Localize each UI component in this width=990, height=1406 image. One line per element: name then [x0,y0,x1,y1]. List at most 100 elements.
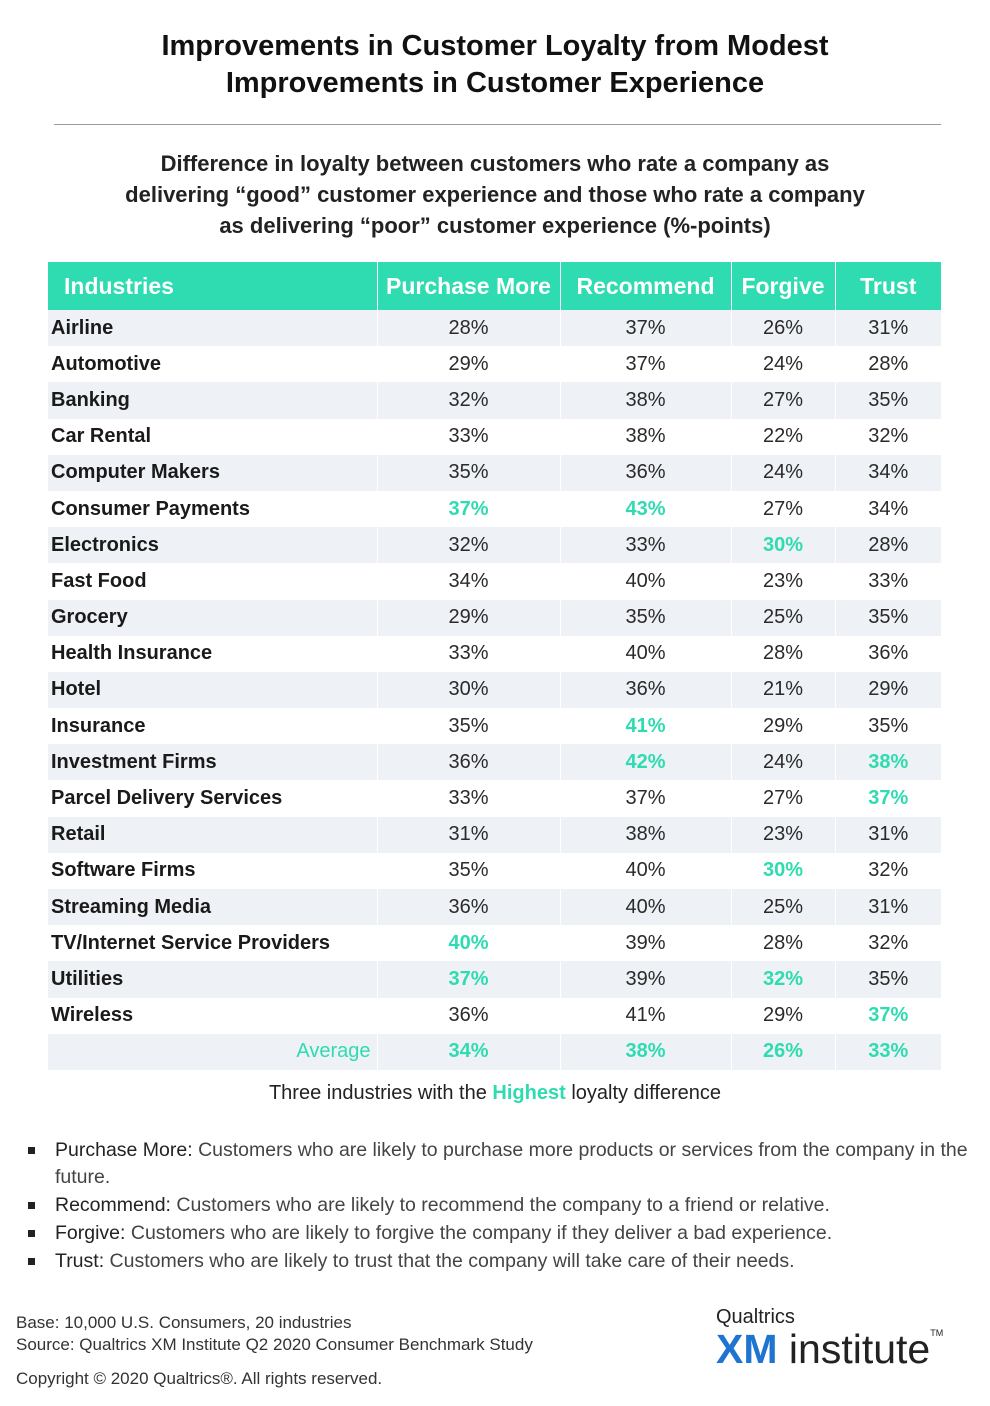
cell-forgive: 23% [731,816,836,853]
average-forgive: 26% [731,1033,836,1070]
industry-label: Grocery [48,599,378,636]
cell-trust: 37% [868,787,909,810]
cell-recommend: 41% [560,997,732,1034]
cell-recommend: 41% [560,708,732,745]
cell-trust: 34% [868,497,909,520]
cell-recommend: 38% [560,816,732,853]
header-purchase-more: Purchase More [377,262,561,310]
logo-institute: institute [788,1326,931,1372]
cell-recommend: 39% [560,961,732,998]
industry-label: Hotel [48,671,378,709]
cell-recommend: 36% [560,671,732,709]
definition-text: Customers who are likely to recommend th… [176,1194,830,1216]
industry-label: Electronics [48,527,378,564]
table-row: Computer Makers 35% 36% 24% 34% [48,454,941,491]
cell-trust: 32% [868,931,909,954]
cell-trust: 28% [868,352,909,375]
table-header-row: Industries Purchase More Recommend Forgi… [48,262,941,310]
bullet-icon [28,1258,35,1265]
cell-recommend: 39% [560,925,732,962]
definition-text: Customers who are likely to trust that t… [109,1250,795,1272]
cell-purchase-more: 32% [377,527,561,564]
average-trust: 33% [835,1033,941,1070]
table-row: Airline 28% 37% 26% 31% [48,310,941,347]
cell-trust: 33% [868,569,909,592]
cell-trust: 29% [835,671,941,709]
definition-term: Forgive: [55,1222,126,1244]
cell-trust: 36% [868,642,909,665]
chart-title: Improvements in Customer Loyalty from Mo… [40,28,950,102]
definition-text: Customers who are likely to forgive the … [130,1222,833,1244]
cell-purchase-more: 36% [377,997,561,1034]
cell-purchase-more: 31% [377,816,561,853]
cell-purchase-more: 35% [377,708,561,745]
logo-tm: TM [930,1328,944,1338]
cell-forgive: 24% [731,744,836,781]
industry-label: Investment Firms [48,744,378,781]
cell-recommend: 37% [560,780,732,817]
industry-label: Retail [48,816,378,853]
cell-purchase-more: 37% [377,961,561,998]
legend-highlight-word: Highest [492,1082,566,1104]
definition-item: Forgive: Customers who are likely to for… [26,1220,971,1247]
industry-label: TV/Internet Service Providers [48,925,378,962]
industry-label: Automotive [48,346,378,383]
cell-recommend: 37% [560,310,732,347]
cell-forgive: 24% [731,346,836,383]
cell-recommend: 35% [560,599,732,636]
header-recommend: Recommend [560,262,732,310]
cell-purchase-more: 40% [377,925,561,962]
cell-forgive: 29% [731,997,836,1034]
table-row: Insurance 35% 41% 29% 35% [48,708,941,745]
definition-item: Purchase More: Customers who are likely … [26,1137,971,1191]
industry-label: Streaming Media [48,889,378,926]
industry-label: Insurance [48,708,378,745]
cell-purchase-more: 28% [377,310,561,347]
table-row: Grocery 29% 35% 25% 35% [48,599,941,636]
cell-purchase-more: 29% [377,599,561,636]
cell-trust: 32% [868,859,909,882]
cell-recommend: 33% [560,527,732,564]
average-recommend: 38% [560,1033,732,1070]
cell-recommend: 43% [560,490,732,528]
footer-notes: Base: 10,000 U.S. Consumers, 20 industri… [16,1312,533,1356]
industry-label: Parcel Delivery Services [48,780,378,817]
logo-brand: Qualtrics [716,1306,795,1328]
cell-forgive: 27% [731,490,836,528]
table-row: Car Rental 33% 38% 22% 32% [48,418,941,455]
cell-trust: 35% [835,599,941,636]
table-row: Wireless 36% 41% 29% 37% [48,997,941,1034]
table-row: TV/Internet Service Providers 40% 39% 28% 32… [48,925,941,962]
table-row: Hotel 30% 36% 21% 29% [48,671,941,709]
cell-forgive: 29% [731,708,836,745]
cell-forgive: 30% [731,852,836,889]
highlight-legend: Three industries with the Highest loyalt… [0,1082,990,1105]
cell-trust: 38% [835,744,941,781]
footer-source: Source: Qualtrics XM Institute Q2 2020 C… [16,1335,533,1354]
xm-institute-logo: Qualtrics XM instituteTM [716,1306,966,1376]
cell-forgive: 24% [731,454,836,491]
cell-purchase-more: 34% [377,563,561,600]
cell-trust: 37% [868,1004,909,1027]
industry-label: Utilities [48,961,378,998]
cell-recommend: 40% [560,563,732,600]
logo-xm: XM [716,1326,778,1372]
definitions-list: Purchase More: Customers who are likely … [26,1137,971,1276]
definition-term: Trust: [55,1250,105,1272]
table-row: Streaming Media 36% 40% 25% 31% [48,889,941,926]
legend-text-after: loyalty difference [571,1082,722,1104]
cell-trust: 35% [835,382,941,419]
cell-purchase-more: 33% [377,635,561,672]
cell-purchase-more: 33% [377,780,561,817]
industry-label: Computer Makers [48,454,378,491]
cell-forgive: 23% [731,563,836,600]
title-line-1: Improvements in Customer Loyalty from Mo… [161,30,829,62]
cell-forgive: 30% [731,527,836,564]
table-row: Parcel Delivery Services 33% 37% 27% 37% [48,780,941,817]
cell-recommend: 40% [560,635,732,672]
industry-label: Software Firms [48,852,378,889]
definition-item: Trust: Customers who are likely to trust… [26,1248,971,1275]
bullet-icon [28,1202,35,1209]
cell-forgive: 25% [731,889,836,926]
definition-term: Purchase More: [55,1139,193,1161]
